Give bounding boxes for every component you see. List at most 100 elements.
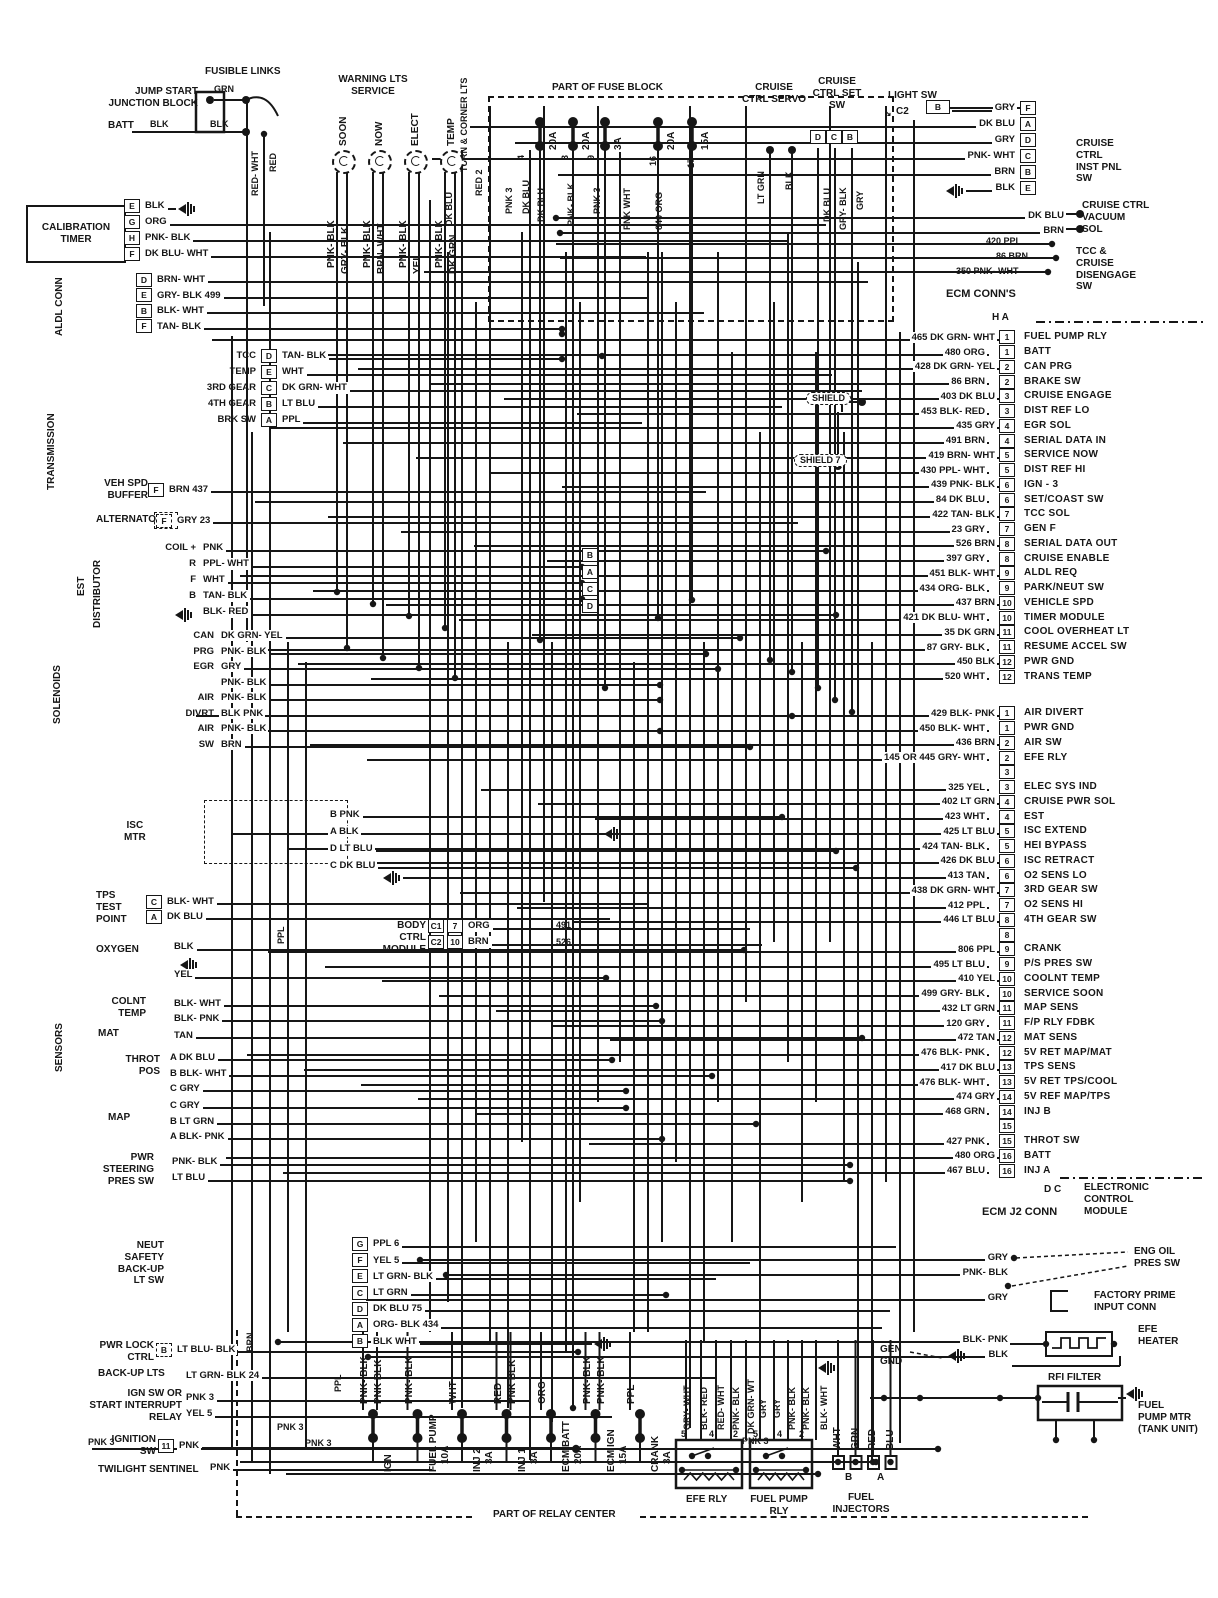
connector-row: A BLK- PNK xyxy=(168,1129,227,1145)
isc-mtr-pins: B PNK A BLK D LT BLU C DK BLU xyxy=(328,806,378,874)
calibration-timer-box: CALIBRATION TIMER xyxy=(26,205,126,263)
ecm-function-label: THROT SW xyxy=(1024,1135,1080,1147)
ecm-function-label: PARK/NEUT SW xyxy=(1024,582,1105,594)
pin-box: C xyxy=(352,1285,368,1300)
connector-row: AIR PNK- BLK xyxy=(158,721,285,737)
ecm-pin-box: 6 xyxy=(999,492,1015,507)
wire-color-label: 437 BRN xyxy=(953,597,997,609)
junction-dot xyxy=(598,352,606,360)
wire-color-label: 465 DK GRN- WHT xyxy=(909,331,997,343)
wire-color-label: GRN xyxy=(849,1427,861,1450)
ecm-function-label: IGN - 3 xyxy=(1024,478,1059,490)
connector-row: 4TH GEAR B LT BLU xyxy=(196,396,349,412)
fuse-rating-label: 3A xyxy=(484,1451,495,1464)
wire-color-label: DK GRN- YEL xyxy=(219,630,285,642)
ecm-pin-box: 16 xyxy=(999,1163,1015,1178)
pin-box: F xyxy=(352,1253,368,1268)
ecm-row: 3 xyxy=(548,765,1196,780)
junction-dot xyxy=(379,654,387,662)
light-sw-label: LIGHT SW xyxy=(888,90,937,101)
wire-color-label: PNK xyxy=(177,1439,202,1452)
wire-color-label: PNK BLK xyxy=(506,1359,518,1404)
ecm-row: 413 TAN 6 O2 SENS LO xyxy=(548,868,1196,883)
ecm-function-label: 3RD GEAR SW xyxy=(1024,884,1098,896)
wire-color-label: 145 OR 445 GRY- WHT xyxy=(881,752,987,764)
mat-pins: TAN xyxy=(172,1028,195,1043)
component-sublabel: TCC xyxy=(236,350,256,362)
component-sublabel: PRG xyxy=(193,645,214,657)
wire-color-label: BLK- WHT xyxy=(165,895,216,908)
pin-box: D xyxy=(136,272,152,287)
wire-color-label: DK GRN xyxy=(448,234,459,274)
component-sublabel: SW xyxy=(198,738,214,750)
eng-oil-pins: GRY PNK- BLK xyxy=(900,1250,1010,1280)
junction-dot xyxy=(1004,1282,1012,1290)
connector-row: A BLK xyxy=(328,823,377,840)
ecm-function-label: FUEL PUMP RLY xyxy=(1024,331,1108,343)
wire-color-label: 520 WHT xyxy=(942,671,987,683)
wire-color-label: 480 ORG xyxy=(942,346,987,358)
ecm-pin-box: 7 xyxy=(999,507,1015,522)
pin-box: F xyxy=(156,513,172,528)
wire-color-label: A DK BLU xyxy=(168,1052,218,1064)
junction-dot xyxy=(1044,268,1052,276)
ecm-pin-box: 4 xyxy=(999,794,1015,809)
batt-label: BATT xyxy=(108,120,134,131)
ecm-row: 472 TAN 12 MAT SENS xyxy=(548,1030,1196,1046)
wire-color-label: 2 xyxy=(799,1429,805,1439)
relay-center-outline-bottom xyxy=(236,1516,472,1518)
pin-box: A xyxy=(582,565,598,579)
injector-terminal-letter: A xyxy=(877,1472,885,1483)
wire-color-label: WHT xyxy=(280,366,306,378)
junction-dot xyxy=(934,1445,942,1453)
map-pins: C GRY B LT GRN A BLK- PNK xyxy=(168,1098,227,1145)
wire-color-label: GRY xyxy=(992,102,1017,114)
wire-color-label: 450 BLK xyxy=(954,656,997,668)
connector-row: PNK- BLK xyxy=(158,675,285,691)
wire-color-label: 35 DK GRN xyxy=(942,626,997,638)
start-interrupt-relay-label: IGN SW OR START INTERRUPT RELAY xyxy=(89,1388,182,1423)
ecm-conns-label: ECM CONN'S xyxy=(946,288,1016,300)
ecm-row: 474 GRY 14 5V REF MAP/TPS xyxy=(548,1089,1196,1105)
wire-color-label: 413 TAN xyxy=(945,870,987,882)
indicator-lamp-icon xyxy=(404,150,428,174)
wire-color-label: 2 xyxy=(733,1429,739,1439)
ecm-pin-box: 3 xyxy=(999,780,1015,795)
pwr-lock-label: PWR LOCK CTRL xyxy=(99,1340,154,1363)
connector-row: B BLK- WHT xyxy=(168,1066,229,1082)
wire-color-label: BRN xyxy=(245,1332,255,1353)
connector-row: TAN xyxy=(172,1028,195,1043)
pin-box: F xyxy=(124,247,140,261)
back-up-lts-pins: LT GRN- BLK 24 xyxy=(184,1368,262,1383)
ecm-pin-box: 14 xyxy=(999,1104,1015,1119)
fuse-rating-label: 20A xyxy=(548,131,559,150)
wire-color-label: 425 LT BLU xyxy=(941,825,997,837)
connector-row: F BRN 437 xyxy=(148,482,211,497)
component-sublabel: EGR xyxy=(193,661,214,673)
wire-color-label: BLK- WHT xyxy=(155,305,206,317)
fusible-link-icon xyxy=(245,96,279,117)
component-sublabel: F xyxy=(190,574,196,586)
wire-color-label: BLU xyxy=(884,1429,896,1450)
wire-color-label: GRN xyxy=(214,84,234,94)
wire-color-label: LT GRN- BLK 24 xyxy=(184,1369,262,1382)
ecm-function-label: INJ A xyxy=(1024,1164,1051,1176)
wire-color-label: BRN- WHT xyxy=(155,274,208,286)
junction-dot xyxy=(405,612,413,620)
wire-color-label: 397 GRY xyxy=(944,553,987,565)
wire-color-label: GRY xyxy=(758,1398,768,1418)
fuse-rating-label: 15A xyxy=(700,131,711,150)
wire-color-label: DK BLU xyxy=(536,188,546,222)
ecm-function-label: AIR DIVERT xyxy=(1024,707,1084,719)
isc-mtr-label: ISC MTR xyxy=(124,820,146,843)
ecm-function-label: F/P RLY FDBK xyxy=(1024,1017,1096,1029)
wire-color-label: PNK- BLK xyxy=(359,1356,370,1404)
relay-box xyxy=(674,1438,744,1490)
junction-dot xyxy=(622,1087,630,1095)
wire-color-label: 23 GRY xyxy=(949,523,987,535)
rfi-filter-label: RFI FILTER xyxy=(1048,1372,1102,1383)
connector-row: C GRY xyxy=(168,1098,227,1114)
ecm-row: 428 DK GRN- YEL 2 CAN PRG xyxy=(548,359,1196,375)
wire-color-label: C DK BLU xyxy=(328,859,378,872)
